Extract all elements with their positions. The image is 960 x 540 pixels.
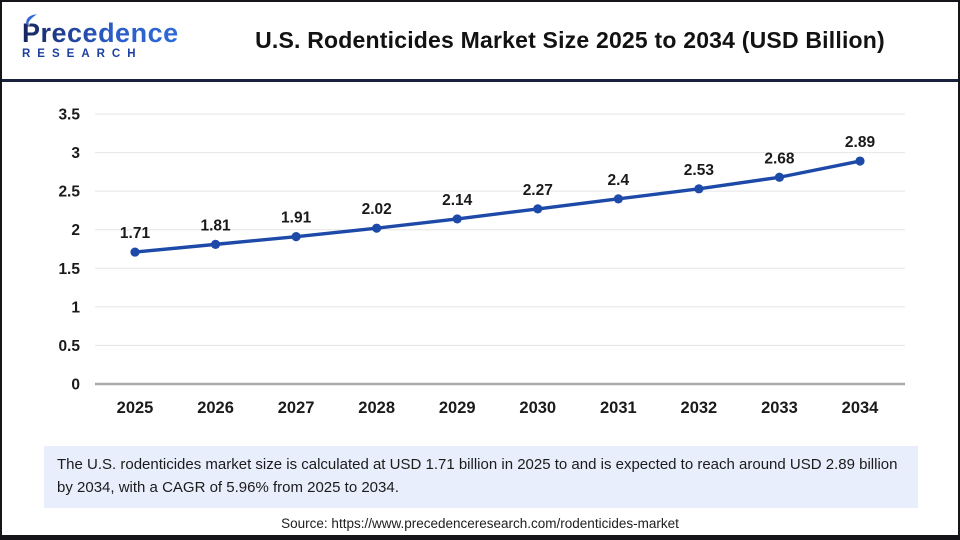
svg-text:2.5: 2.5 [58, 184, 80, 201]
svg-text:3.5: 3.5 [58, 107, 80, 124]
svg-text:2029: 2029 [439, 399, 476, 417]
svg-text:1.71: 1.71 [120, 225, 151, 242]
logo-subtitle: RESEARCH [22, 48, 143, 61]
svg-text:2.53: 2.53 [684, 162, 715, 179]
header-divider [2, 79, 958, 82]
svg-text:2030: 2030 [519, 399, 556, 417]
summary-box: The U.S. rodenticides market size is cal… [44, 446, 918, 508]
svg-text:2025: 2025 [117, 399, 154, 417]
svg-text:2.68: 2.68 [764, 150, 795, 167]
header: Precedence RESEARCH U.S. Rodenticides Ma… [2, 2, 958, 79]
precedence-research-logo: Precedence RESEARCH [22, 14, 200, 61]
svg-text:2.02: 2.02 [362, 201, 392, 218]
svg-text:2: 2 [71, 222, 80, 239]
svg-text:1.91: 1.91 [281, 210, 312, 227]
svg-text:1: 1 [71, 299, 80, 316]
svg-text:2031: 2031 [600, 399, 637, 417]
svg-text:2032: 2032 [681, 399, 718, 417]
svg-text:2.14: 2.14 [442, 192, 473, 209]
svg-text:0: 0 [71, 377, 80, 394]
svg-text:2028: 2028 [358, 399, 395, 417]
source-line: Source: https://www.precedenceresearch.c… [281, 516, 679, 531]
svg-text:2026: 2026 [197, 399, 234, 417]
svg-text:0.5: 0.5 [58, 338, 80, 355]
svg-text:2027: 2027 [278, 399, 315, 417]
page-title: U.S. Rodenticides Market Size 2025 to 20… [255, 27, 885, 53]
svg-text:2.4: 2.4 [608, 172, 630, 189]
summary-text: The U.S. rodenticides market size is cal… [57, 456, 898, 496]
svg-text:2034: 2034 [842, 399, 880, 417]
chart-area: 0 0.5 1 1.5 2 2.5 3 3.5 2025 2026 2027 2028 2029 2030… [2, 82, 958, 444]
svg-text:3: 3 [71, 145, 80, 162]
logo-name: Precedence [22, 18, 179, 49]
logo-wordmark: Precedence [22, 14, 179, 49]
svg-text:1.5: 1.5 [58, 261, 80, 278]
svg-text:1.81: 1.81 [200, 217, 231, 234]
svg-text:2.89: 2.89 [845, 134, 876, 151]
svg-text:2033: 2033 [761, 399, 798, 417]
leaf-icon [26, 14, 38, 27]
svg-text:2.27: 2.27 [523, 182, 553, 199]
